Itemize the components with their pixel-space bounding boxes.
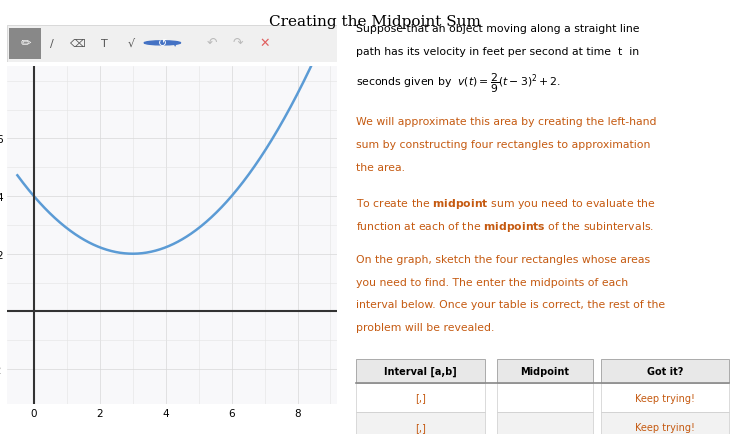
Text: Midpoint: Midpoint (520, 366, 569, 376)
Text: Creating the Midpoint Sum: Creating the Midpoint Sum (269, 15, 480, 29)
FancyBboxPatch shape (357, 383, 485, 412)
Text: seconds given by  $v(t) = \dfrac{2}{9}(t-3)^2 + 2$.: seconds given by $v(t) = \dfrac{2}{9}(t-… (357, 71, 562, 95)
Text: ↶: ↶ (207, 37, 217, 50)
FancyBboxPatch shape (9, 29, 41, 60)
FancyBboxPatch shape (497, 383, 592, 412)
Text: On the graph, sketch the four rectangles whose areas: On the graph, sketch the four rectangles… (357, 254, 650, 264)
Text: Keep trying!: Keep trying! (635, 422, 695, 432)
Text: ⌫: ⌫ (70, 39, 86, 49)
Text: ↺: ↺ (158, 39, 167, 49)
Text: problem will be revealed.: problem will be revealed. (357, 322, 494, 332)
Text: We will approximate this area by creating the left-hand: We will approximate this area by creatin… (357, 117, 657, 127)
Text: sum by constructing four rectangles to approximation: sum by constructing four rectangles to a… (357, 140, 651, 150)
FancyBboxPatch shape (601, 383, 729, 412)
Text: Keep trying!: Keep trying! (635, 393, 695, 403)
Text: path has its velocity in feet per second at time  t  in: path has its velocity in feet per second… (357, 46, 640, 56)
FancyBboxPatch shape (497, 359, 592, 383)
FancyBboxPatch shape (497, 412, 592, 434)
Text: To create the $\bf{midpoint}$ sum you need to evaluate the: To create the $\bf{midpoint}$ sum you ne… (357, 197, 656, 211)
Text: ✏: ✏ (20, 37, 31, 50)
Text: T: T (101, 39, 108, 49)
Text: √: √ (127, 39, 135, 49)
FancyBboxPatch shape (601, 359, 729, 383)
Text: interval below. Once your table is correct, the rest of the: interval below. Once your table is corre… (357, 299, 665, 309)
Text: Suppose that an object moving along a straight line: Suppose that an object moving along a st… (357, 24, 640, 34)
Text: [,]: [,] (415, 422, 426, 432)
Text: you need to find. The enter the midpoints of each: you need to find. The enter the midpoint… (357, 277, 628, 287)
Text: ✕: ✕ (259, 37, 270, 50)
Text: the area.: the area. (357, 162, 405, 172)
Text: ↷: ↷ (233, 37, 243, 50)
Text: function at each of the $\bf{midpoints}$ of the subintervals.: function at each of the $\bf{midpoints}$… (357, 220, 655, 233)
Circle shape (145, 42, 181, 46)
Text: ▾: ▾ (174, 39, 178, 48)
FancyBboxPatch shape (601, 412, 729, 434)
Text: Got it?: Got it? (646, 366, 683, 376)
Text: [,]: [,] (415, 393, 426, 403)
Text: Interval [a,b]: Interval [a,b] (384, 366, 457, 376)
FancyBboxPatch shape (357, 412, 485, 434)
Text: /: / (50, 39, 54, 49)
FancyBboxPatch shape (357, 359, 485, 383)
